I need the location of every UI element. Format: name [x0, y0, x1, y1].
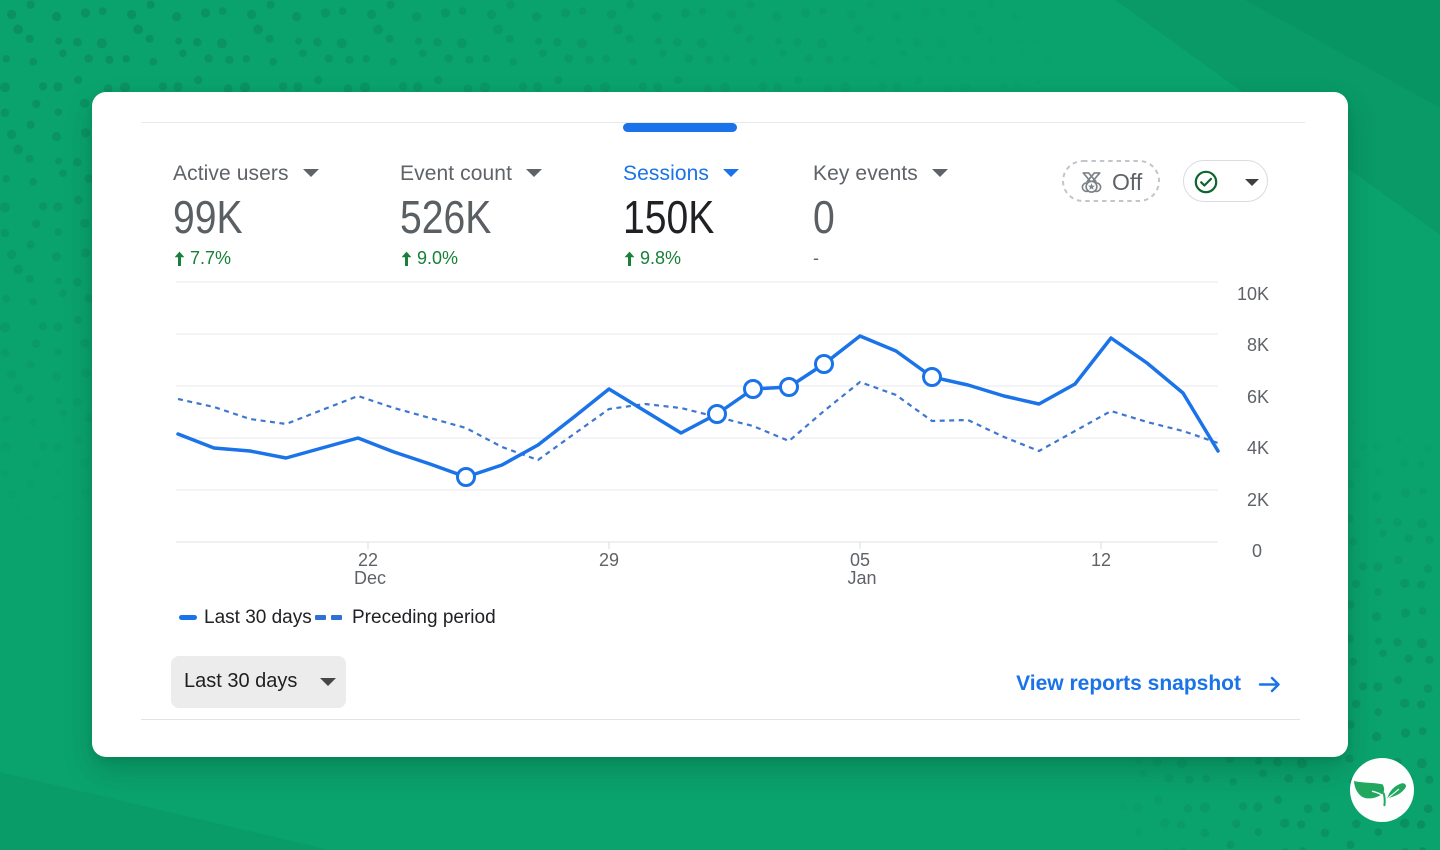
svg-text:6K: 6K — [1247, 387, 1269, 407]
svg-text:22: 22 — [358, 550, 378, 570]
svg-text:10K: 10K — [1237, 284, 1269, 304]
svg-text:12: 12 — [1091, 550, 1111, 570]
svg-text:29: 29 — [599, 550, 619, 570]
svg-text:2K: 2K — [1247, 490, 1269, 510]
svg-text:05: 05 — [850, 550, 870, 570]
svg-text:Dec: Dec — [354, 568, 386, 588]
svg-text:0: 0 — [1252, 541, 1262, 561]
svg-text:Jan: Jan — [847, 568, 876, 588]
svg-text:8K: 8K — [1247, 335, 1269, 355]
svg-text:4K: 4K — [1247, 438, 1269, 458]
